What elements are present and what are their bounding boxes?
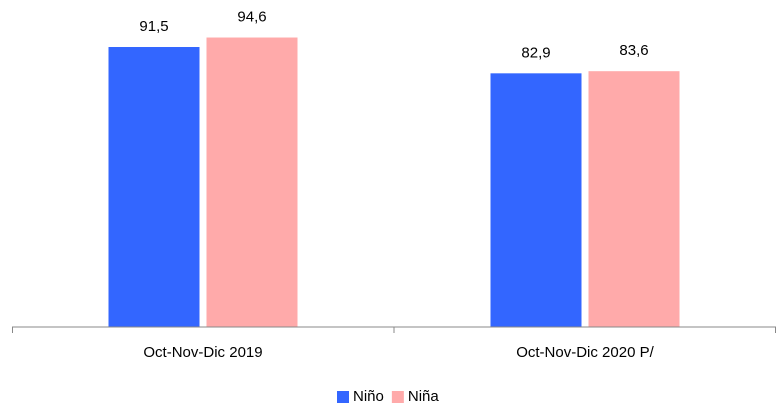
x-tick-label: Oct-Nov-Dic 2019 — [143, 344, 262, 361]
value-label: 82,9 — [521, 44, 550, 61]
value-label: 94,6 — [237, 8, 266, 25]
bar — [490, 73, 582, 328]
bar — [206, 37, 298, 328]
bar — [108, 47, 200, 327]
value-label: 83,6 — [619, 42, 648, 59]
legend-label: Niño — [353, 388, 384, 405]
value-label: 91,5 — [139, 18, 168, 35]
bar — [588, 71, 680, 328]
legend-swatch — [337, 391, 349, 403]
legend-swatch — [391, 391, 404, 403]
legend-label: Niña — [408, 388, 440, 405]
x-tick-label: Oct-Nov-Dic 2020 P/ — [516, 344, 654, 361]
